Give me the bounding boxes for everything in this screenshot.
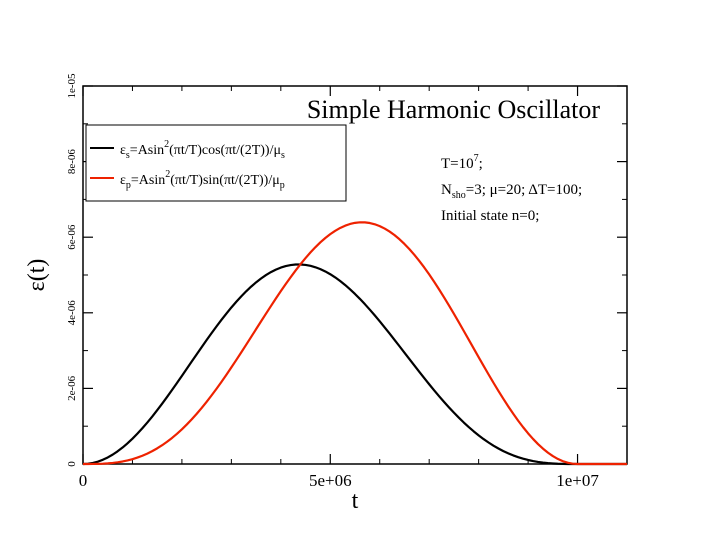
y-tick-label-0: 0 — [66, 461, 78, 467]
y-tick-label-5: 1e-05 — [66, 73, 78, 99]
annotation-block: T=107; Nsho=3; μ=20; ΔT=100; Initial sta… — [441, 153, 582, 224]
annotation-initial-state: Initial state n=0; — [441, 208, 539, 224]
annotation-params: Nsho=3; μ=20; ΔT=100; — [441, 182, 582, 201]
chart-title: Simple Harmonic Oscillator — [307, 95, 601, 124]
legend-box — [85, 124, 347, 202]
y-tick-label-1: 2e-06 — [66, 375, 78, 401]
y-axis-label: ε(t) — [24, 259, 50, 292]
y-tick-label-3: 6e-06 — [66, 224, 78, 250]
x-axis-label: t — [352, 488, 359, 514]
legend-entry-eps-p: εp=Asin2(πt/T)sin(πt/(2T))/μp — [120, 169, 285, 191]
legend-entry-eps-s: εs=Asin2(πt/T)cos(πt/(2T))/μs — [120, 139, 285, 161]
y-tick-label-4: 8e-06 — [66, 149, 78, 175]
axis-tick-labels: 0 5e+06 1e+07 0 2e-06 4e-06 6e-06 8e-06 1e-05 — [66, 73, 599, 490]
y-axis-label-paren: (t) — [24, 259, 50, 282]
y-axis-label-main: ε — [24, 281, 50, 291]
annotation-period: T=107; — [441, 153, 483, 172]
legend: εs=Asin2(πt/T)cos(πt/(2T))/μs εp=Asin2(π… — [85, 124, 347, 202]
y-tick-label-2: 4e-06 — [66, 300, 78, 326]
x-tick-label-1: 5e+06 — [309, 471, 352, 490]
curves — [82, 221, 627, 466]
x-tick-label-0: 0 — [79, 471, 88, 490]
series-line-eps_p — [82, 221, 627, 466]
x-tick-label-2: 1e+07 — [556, 471, 599, 490]
series-line-eps_s — [82, 263, 627, 466]
